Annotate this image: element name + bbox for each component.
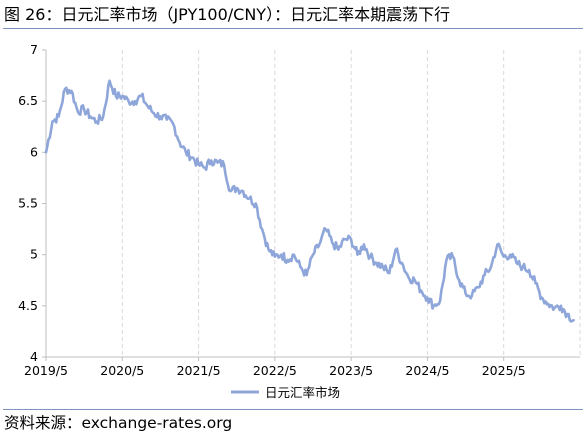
y-tick-label: 6.5 xyxy=(18,93,38,108)
bottom-divider xyxy=(3,409,583,410)
y-tick-label: 4 xyxy=(30,349,38,364)
y-tick-label: 5 xyxy=(30,247,38,262)
figure-title: 图 26：日元汇率市场（JPY100/CNY）：日元汇率本期震荡下行 xyxy=(4,5,451,24)
y-tick-label: 6 xyxy=(30,144,38,159)
legend-label: 日元汇率市场 xyxy=(265,385,340,400)
y-tick-label: 7 xyxy=(30,42,38,57)
x-tick-label: 2023/5 xyxy=(329,363,373,378)
x-tick-label: 2024/5 xyxy=(405,363,449,378)
x-tick-label: 2025/5 xyxy=(482,363,526,378)
top-divider xyxy=(3,28,583,29)
source-note: 资料来源：exchange-rates.org xyxy=(4,414,233,432)
y-tick-label: 4.5 xyxy=(18,298,38,313)
y-tick-label: 5.5 xyxy=(18,196,38,211)
x-tick-label: 2021/5 xyxy=(177,363,221,378)
series-line xyxy=(44,79,575,323)
x-tick-label: 2020/5 xyxy=(100,363,144,378)
x-tick-label: 2022/5 xyxy=(253,363,297,378)
x-tick-label: 2019/5 xyxy=(24,363,68,378)
line-chart: 4 4.5 5 5.5 6 6.5 7 2019/5 2020/5 2021/5 2022/5 202… xyxy=(18,42,581,400)
